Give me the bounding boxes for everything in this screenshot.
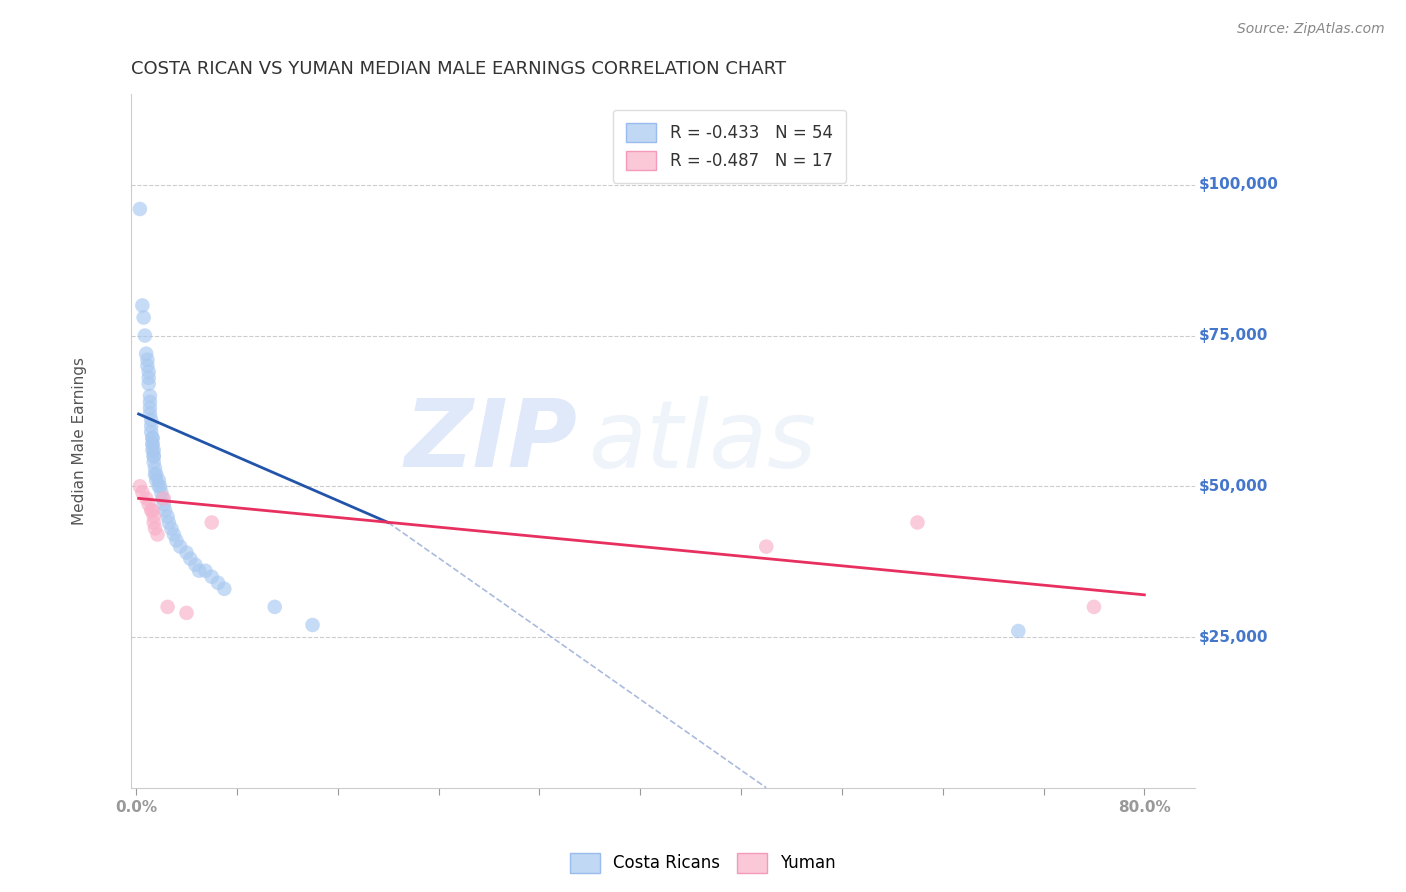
Point <box>141 437 163 451</box>
Point <box>134 328 156 343</box>
Point <box>139 395 162 409</box>
Point <box>141 503 163 517</box>
Point <box>142 455 165 469</box>
Text: ZIP: ZIP <box>405 395 578 487</box>
Point <box>201 516 224 530</box>
Text: $75,000: $75,000 <box>1198 328 1268 343</box>
Point <box>146 527 169 541</box>
Point <box>148 479 170 493</box>
Point <box>160 522 183 536</box>
Text: COSTA RICAN VS YUMAN MEDIAN MALE EARNINGS CORRELATION CHART: COSTA RICAN VS YUMAN MEDIAN MALE EARNING… <box>131 60 786 78</box>
Point <box>131 485 153 500</box>
Point <box>157 516 180 530</box>
Point <box>136 352 159 367</box>
Point <box>150 485 173 500</box>
Point <box>156 509 179 524</box>
Point <box>176 546 198 560</box>
Point <box>142 449 165 463</box>
Point <box>141 419 163 434</box>
Legend: Costa Ricans, Yuman: Costa Ricans, Yuman <box>564 847 842 880</box>
Point <box>139 407 162 421</box>
Point <box>141 503 163 517</box>
Point <box>153 491 176 506</box>
Text: $25,000: $25,000 <box>1198 630 1268 645</box>
Point <box>141 431 163 445</box>
Point <box>138 371 160 385</box>
Point <box>142 509 165 524</box>
Point <box>1007 624 1029 638</box>
Point <box>138 365 160 379</box>
Point <box>207 575 229 590</box>
Point <box>152 491 174 506</box>
Point <box>142 449 165 463</box>
Point <box>131 298 153 312</box>
Point <box>142 443 165 458</box>
Point <box>263 599 285 614</box>
Text: Median Male Earnings: Median Male Earnings <box>73 357 87 525</box>
Point <box>141 443 163 458</box>
Point <box>176 606 198 620</box>
Point <box>755 540 778 554</box>
Text: $100,000: $100,000 <box>1198 178 1278 193</box>
Point <box>156 599 179 614</box>
Text: Source: ZipAtlas.com: Source: ZipAtlas.com <box>1237 22 1385 37</box>
Text: $50,000: $50,000 <box>1198 479 1268 494</box>
Point <box>907 516 929 530</box>
Point <box>214 582 236 596</box>
Point <box>153 497 176 511</box>
Point <box>128 479 150 493</box>
Point <box>142 516 165 530</box>
Point <box>141 413 163 427</box>
Point <box>179 551 201 566</box>
Point <box>143 461 166 475</box>
Point <box>139 401 162 415</box>
Point <box>135 491 157 506</box>
Point <box>143 467 166 482</box>
Point <box>194 564 217 578</box>
Point <box>145 473 167 487</box>
Point <box>153 503 176 517</box>
Point <box>1083 599 1105 614</box>
Point <box>141 431 163 445</box>
Point <box>301 618 323 632</box>
Point <box>139 389 162 403</box>
Point <box>149 479 172 493</box>
Point <box>132 310 155 325</box>
Point <box>163 527 186 541</box>
Point <box>138 497 160 511</box>
Legend: R = -0.433   N = 54, R = -0.487   N = 17: R = -0.433 N = 54, R = -0.487 N = 17 <box>613 110 846 183</box>
Point <box>169 540 191 554</box>
Point <box>201 570 224 584</box>
Point <box>128 202 150 216</box>
Point <box>136 359 159 373</box>
Point <box>188 564 211 578</box>
Point <box>141 425 163 439</box>
Point <box>135 346 157 360</box>
Point <box>145 467 167 482</box>
Point <box>184 558 207 572</box>
Point <box>141 437 163 451</box>
Point <box>148 473 170 487</box>
Point <box>165 533 187 548</box>
Text: atlas: atlas <box>589 395 817 487</box>
Point <box>143 522 166 536</box>
Point <box>138 376 160 391</box>
